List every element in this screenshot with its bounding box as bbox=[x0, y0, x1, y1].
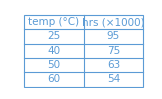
Text: 50: 50 bbox=[47, 60, 60, 70]
Text: temp (°C): temp (°C) bbox=[28, 17, 79, 27]
Text: 54: 54 bbox=[107, 74, 120, 84]
Text: 40: 40 bbox=[47, 46, 60, 56]
Text: 95: 95 bbox=[107, 31, 120, 41]
Text: 75: 75 bbox=[107, 46, 120, 56]
Text: hrs (×1000): hrs (×1000) bbox=[82, 17, 145, 27]
Text: 63: 63 bbox=[107, 60, 120, 70]
Text: 25: 25 bbox=[47, 31, 60, 41]
Text: 60: 60 bbox=[47, 74, 60, 84]
